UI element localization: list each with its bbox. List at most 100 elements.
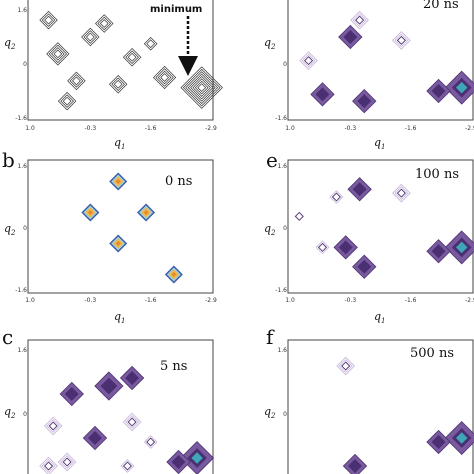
contour-fill	[64, 387, 79, 401]
contour-line	[51, 47, 65, 61]
contour-cluster-a-6	[46, 42, 70, 66]
contour-cluster-d-3	[338, 24, 363, 50]
contour-cluster-e-4	[392, 183, 411, 203]
contour-line	[185, 71, 219, 105]
contour-line	[304, 56, 314, 66]
panel-f-letter: f	[266, 325, 275, 349]
contour-line	[108, 75, 128, 94]
contour-line	[44, 15, 53, 25]
x-tick-label-b: 1.0	[25, 297, 35, 304]
contour-fill	[455, 432, 468, 444]
panel-e-xlabel: q1	[374, 310, 386, 325]
panel-e-time: 100 ns	[415, 167, 459, 182]
contour-cluster-a-4	[108, 75, 128, 94]
contour-cluster-b-2	[81, 203, 100, 222]
contour-line	[341, 361, 351, 371]
contour-fill	[431, 244, 446, 259]
contour-line	[194, 80, 209, 95]
contour-line	[394, 186, 409, 201]
contour-line	[46, 419, 61, 433]
contour-fill	[357, 259, 372, 274]
y-tick-label-c: 0	[23, 411, 27, 418]
contour-line	[60, 455, 75, 469]
y-tick-label-c: 1.6	[17, 347, 27, 354]
contour-cluster-d-7	[352, 88, 377, 114]
contour-line	[187, 73, 216, 102]
contour-fill	[338, 240, 353, 255]
y-tick-label-d: 0	[283, 61, 287, 68]
contour-line	[301, 53, 316, 68]
contour-line	[122, 48, 142, 67]
panel-a-frame	[27, 0, 214, 121]
contour-line	[146, 437, 156, 447]
contour-fill	[357, 94, 372, 109]
x-tick-label-d: -1.6	[405, 125, 417, 132]
contour-cluster-b-3	[137, 203, 156, 222]
contour-cluster-d-8	[350, 10, 369, 30]
contour-cluster-c-5	[59, 381, 84, 407]
contour-cluster-c-6	[122, 412, 142, 432]
panel-a-xlabel: q1	[114, 136, 126, 151]
chart-marks: 1.0 -0.3 -1.6 -2.9 1.6 0 -1.6 1.0 -0.3 -1.6 -2.9 1.…	[15, 7, 474, 474]
contour-line	[39, 10, 58, 30]
contour-line	[122, 412, 142, 432]
contour-line	[60, 94, 74, 108]
contour-line	[83, 30, 98, 44]
contour-cluster-c-4	[94, 371, 124, 401]
contour-cluster-a-10	[143, 36, 158, 51]
contour-cluster-c-7	[43, 416, 63, 436]
y-tick-label-e: 1.6	[277, 163, 287, 170]
contour-line	[48, 44, 68, 64]
contour-line	[125, 50, 139, 65]
x-tick-label-b: -0.3	[84, 297, 96, 304]
y-tick-label-a: -1.6	[15, 115, 27, 122]
contour-cluster-b-4	[109, 234, 128, 253]
panel-c: c 5 ns q2	[2, 325, 214, 474]
panel-f: f 500 ns q2	[264, 325, 474, 474]
x-tick-label-d: -2.9	[465, 125, 474, 132]
contour-line	[46, 42, 70, 66]
panel-b: b 0 ns q2 q1	[2, 148, 214, 325]
contour-cluster-a-9	[39, 10, 58, 30]
contour-line	[392, 183, 411, 203]
contour-fill	[315, 87, 330, 102]
panel-b-ylabel: q2	[4, 222, 16, 237]
contour-fill	[455, 241, 468, 254]
contour-fill	[125, 371, 140, 385]
contour-cluster-e-3	[347, 177, 372, 202]
contour-cluster-c-12	[120, 459, 135, 473]
contour-line	[113, 79, 123, 89]
panel-c-letter: c	[2, 325, 13, 349]
contour-cluster-d-1	[444, 70, 474, 105]
contour-line	[155, 68, 174, 87]
contour-cluster-b-1	[109, 172, 128, 191]
contour-fill	[87, 210, 93, 215]
panel-d: 20 ns q2 q1	[264, 0, 474, 151]
contour-line	[197, 83, 207, 93]
contour-line	[392, 31, 411, 50]
y-tick-label-f: 1.6	[277, 347, 287, 354]
contour-cluster-a-8	[95, 14, 114, 33]
contour-line	[111, 77, 125, 92]
x-tick-label-a: 1.0	[25, 125, 35, 132]
contour-cluster-a-3	[122, 48, 142, 67]
contour-cluster-a-7	[67, 71, 86, 91]
panel-e-letter: e	[266, 148, 278, 172]
panel-d-xlabel: q1	[374, 136, 386, 151]
contour-line	[67, 71, 86, 91]
contour-line	[85, 32, 95, 42]
contour-line	[122, 461, 132, 471]
contour-line	[299, 51, 318, 70]
panel-b-frame	[27, 159, 214, 294]
contour-fill	[455, 81, 468, 94]
panel-d-ylabel: q2	[264, 36, 276, 51]
contour-fill	[88, 431, 102, 445]
x-tick-label-d: -0.3	[344, 125, 356, 132]
contour-cluster-b-5	[164, 265, 183, 284]
contour-line	[146, 39, 156, 49]
contour-line	[72, 76, 81, 86]
y-tick-label-b: 1.6	[17, 163, 27, 170]
y-tick-label-f: 0	[283, 411, 287, 418]
contour-line	[315, 240, 330, 255]
contour-fill	[115, 179, 121, 184]
